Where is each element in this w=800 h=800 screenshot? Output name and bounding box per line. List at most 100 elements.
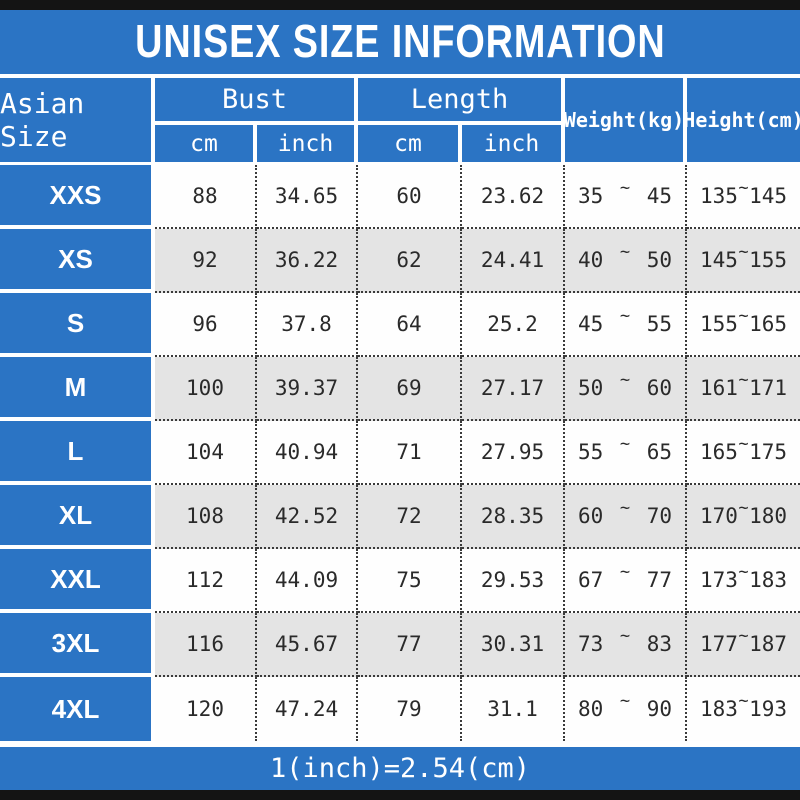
weight-range-value: 35 ~45 [565,165,687,229]
length-cm-value: 77 [358,613,462,677]
bust-cm-value: 100 [155,357,257,421]
height-max: 145 [749,184,787,208]
weight-min: 55 [578,440,604,464]
range-tilde: ~ [738,434,749,454]
height-max: 193 [749,697,787,721]
weight-min: 40 [578,248,604,272]
size-label: XXL [0,549,155,613]
length-inch-value: 29.53 [462,549,565,613]
col-header-bust: Bust [155,78,358,125]
bust-cm-value: 120 [155,677,257,741]
height-range-value: 145 ~155 [687,229,800,293]
length-cm-value: 60 [358,165,462,229]
height-min: 170 [700,504,738,528]
height-range-value: 173 ~183 [687,549,800,613]
range-tilde: ~ [619,498,631,518]
title-divider [0,74,800,78]
range-tilde: ~ [619,626,631,646]
height-range-value: 170 ~180 [687,485,800,549]
weight-max: 60 [646,376,672,400]
height-max: 180 [749,504,787,528]
range-tilde: ~ [738,498,749,518]
size-label: XL [0,485,155,549]
bust-inch-value: 37.8 [257,293,358,357]
size-label: S [0,293,155,357]
weight-max: 83 [646,632,672,656]
weight-range-value: 55 ~65 [565,421,687,485]
length-inch-value: 24.41 [462,229,565,293]
bust-cm-value: 96 [155,293,257,357]
height-min: 183 [700,697,738,721]
col-header-weight: Weight(kg) [564,78,687,165]
range-tilde: ~ [619,370,631,390]
range-tilde: ~ [619,691,631,711]
size-label: 4XL [0,677,155,741]
col-header-length: Length [358,78,565,125]
height-min: 135 [700,184,738,208]
length-cm-value: 75 [358,549,462,613]
weight-max: 55 [646,312,672,336]
range-tilde: ~ [619,242,631,262]
height-min: 145 [700,248,738,272]
weight-min: 60 [578,504,604,528]
length-cm-value: 79 [358,677,462,741]
length-inch-value: 27.95 [462,421,565,485]
range-tilde: ~ [619,434,631,454]
weight-min: 35 [578,184,604,208]
weight-max: 65 [646,440,672,464]
top-border-bar [0,0,800,10]
bust-inch-value: 44.09 [257,549,358,613]
bust-cm-value: 108 [155,485,257,549]
col-subheader-bust-inch: inch [257,125,358,165]
range-tilde: ~ [738,306,749,326]
weight-range-value: 50 ~60 [565,357,687,421]
bust-cm-value: 116 [155,613,257,677]
height-max: 165 [749,312,787,336]
length-cm-value: 71 [358,421,462,485]
weight-range-value: 73 ~83 [565,613,687,677]
height-min: 173 [700,568,738,592]
footer-divider [0,741,800,747]
weight-min: 80 [578,697,604,721]
page-title: UNISEX SIZE INFORMATION [134,15,666,68]
bottom-border-bar [0,790,800,800]
size-label: XXS [0,165,155,229]
size-table: Asian Size Bust Length Weight(kg) Height… [0,78,800,741]
bust-inch-value: 34.65 [257,165,358,229]
range-tilde: ~ [738,178,749,198]
size-label: M [0,357,155,421]
height-range-value: 155 ~165 [687,293,800,357]
height-max: 175 [749,440,787,464]
length-inch-value: 23.62 [462,165,565,229]
height-max: 187 [749,632,787,656]
range-tilde: ~ [738,626,749,646]
col-header-height: Height(cm) [683,78,800,165]
range-tilde: ~ [738,370,749,390]
range-tilde: ~ [619,306,631,326]
bust-cm-value: 112 [155,549,257,613]
range-tilde: ~ [738,562,749,582]
height-range-value: 177 ~187 [687,613,800,677]
height-max: 155 [749,248,787,272]
weight-min: 45 [578,312,604,336]
bust-cm-value: 104 [155,421,257,485]
weight-min: 50 [578,376,604,400]
length-cm-value: 62 [358,229,462,293]
conversion-note: 1(inch)=2.54(cm) [0,747,800,790]
length-inch-value: 27.17 [462,357,565,421]
size-label: XS [0,229,155,293]
weight-max: 77 [646,568,672,592]
range-tilde: ~ [619,562,631,582]
weight-min: 73 [578,632,604,656]
length-cm-value: 72 [358,485,462,549]
bust-cm-value: 88 [155,165,257,229]
bust-inch-value: 45.67 [257,613,358,677]
bust-inch-value: 47.24 [257,677,358,741]
bust-inch-value: 40.94 [257,421,358,485]
weight-range-value: 80 ~90 [565,677,687,741]
length-inch-value: 25.2 [462,293,565,357]
weight-range-value: 60 ~70 [565,485,687,549]
height-min: 165 [700,440,738,464]
bust-inch-value: 42.52 [257,485,358,549]
